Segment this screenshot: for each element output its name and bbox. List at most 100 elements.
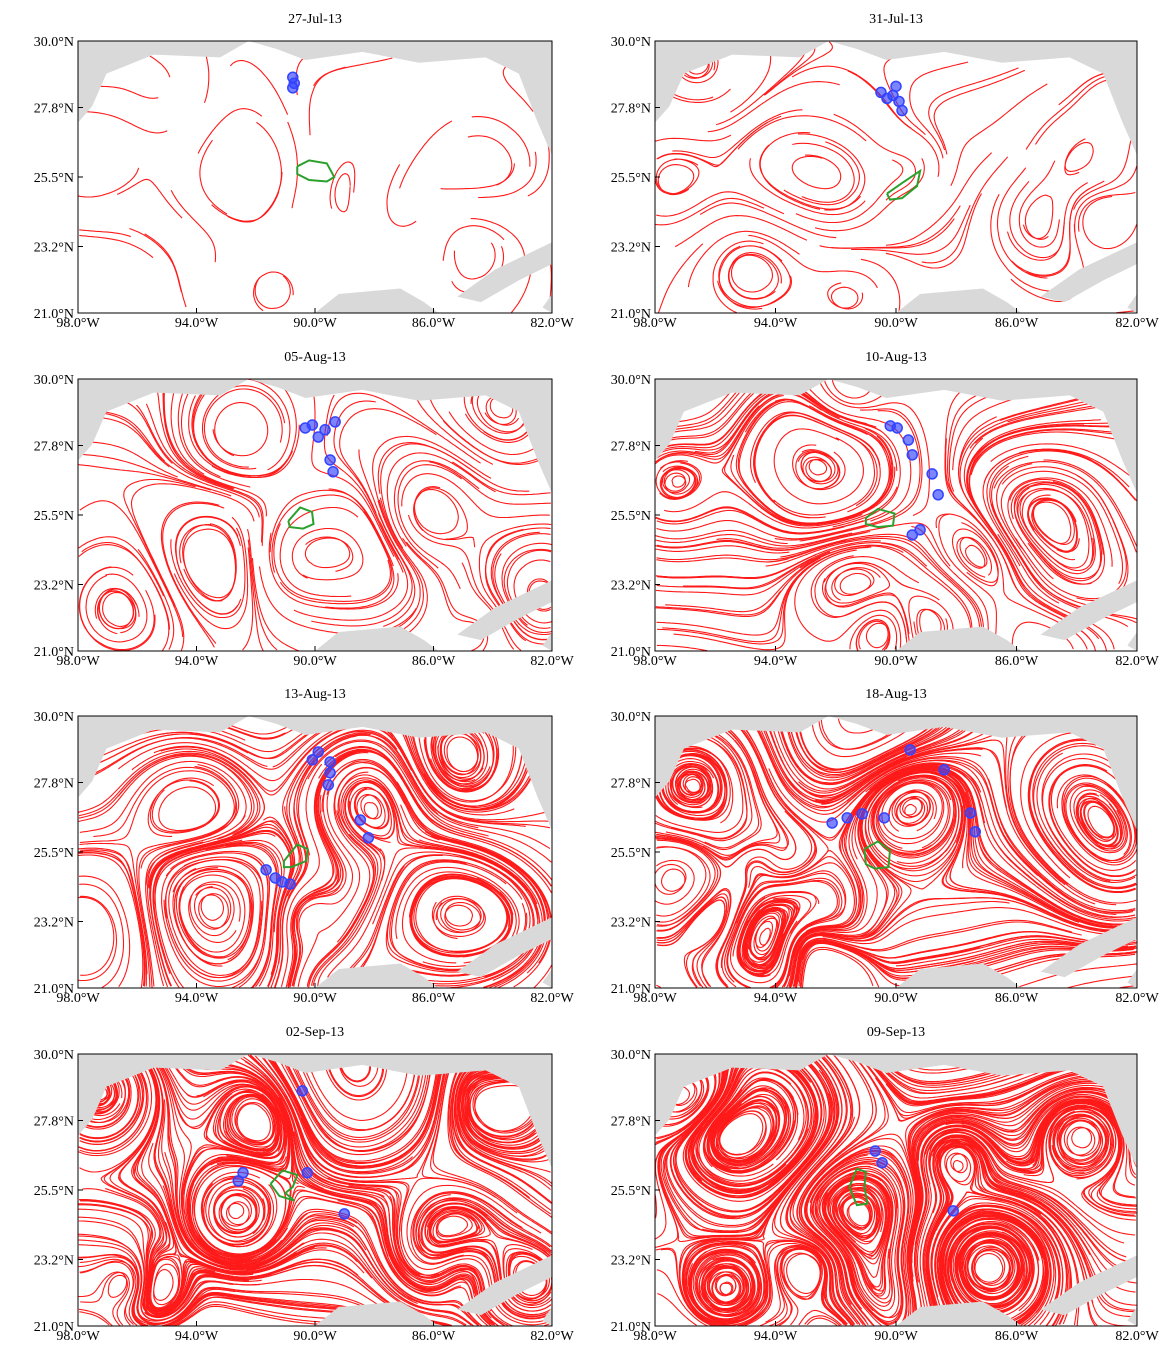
- streamline: [1032, 1102, 1135, 1216]
- land: [1127, 968, 1137, 988]
- streamline: [990, 443, 1137, 482]
- streamline: [737, 891, 820, 978]
- streamline: [399, 120, 453, 189]
- streamline: [819, 218, 955, 249]
- streamline: [79, 1199, 365, 1314]
- land: [542, 631, 552, 651]
- map-area: [78, 716, 552, 988]
- streamline: [750, 716, 982, 812]
- streamline: [814, 158, 925, 232]
- streamline: [397, 464, 462, 590]
- streamline: [82, 1188, 358, 1312]
- streamline: [430, 835, 545, 988]
- streamline: [79, 500, 184, 638]
- streamline: [79, 760, 247, 833]
- streamline: [78, 753, 259, 835]
- streamline: [947, 1221, 1040, 1321]
- streamline: [96, 411, 260, 518]
- streamline: [750, 411, 881, 513]
- streamline: [655, 164, 695, 196]
- streamline: [933, 69, 1026, 155]
- streamline: [80, 1261, 134, 1326]
- y-tick-label: 25.5°N: [34, 509, 74, 524]
- streamline: [271, 494, 389, 573]
- y-tick-label: 27.8°N: [611, 439, 651, 454]
- streamline: [78, 1308, 113, 1326]
- y-tick-label: 21.0°N: [611, 307, 651, 322]
- map-area: [78, 379, 552, 651]
- streamline: [131, 748, 265, 888]
- streamline: [118, 1054, 213, 1314]
- streamline: [285, 748, 360, 988]
- streamline: [656, 893, 729, 988]
- land: [1040, 1255, 1137, 1316]
- drifter: [296, 1085, 309, 1097]
- streamline: [791, 767, 973, 979]
- streamline: [377, 442, 530, 494]
- streamline: [254, 275, 291, 310]
- panel-title: 27-Jul-13: [288, 12, 342, 27]
- panel-title: 18-Aug-13: [865, 687, 926, 702]
- streamline: [655, 389, 840, 459]
- streamline: [453, 242, 496, 280]
- streamline: [949, 1101, 1137, 1199]
- drifter: [841, 812, 853, 824]
- streamline: [78, 1271, 128, 1326]
- land: [457, 580, 552, 641]
- streamline: [133, 1054, 177, 1312]
- drifter: [926, 468, 938, 480]
- streamline: [325, 1054, 385, 1098]
- streamline: [293, 784, 354, 987]
- streamline: [931, 1136, 1136, 1293]
- streamline: [822, 907, 1137, 945]
- drifter: [322, 779, 335, 791]
- streamline: [478, 151, 537, 199]
- streamline: [1076, 792, 1125, 850]
- streamline: [1027, 494, 1078, 561]
- streamline: [224, 1056, 492, 1319]
- streamline: [304, 1055, 449, 1179]
- land: [655, 716, 829, 798]
- streamline: [754, 717, 983, 808]
- streamline: [152, 841, 283, 987]
- streamline: [172, 865, 254, 965]
- streamline: [340, 854, 534, 988]
- land: [828, 716, 1137, 831]
- map-panel: 02-Sep-13 98.0°W 94.0°W 90.0°W 86.0°W 82.0°W 2…: [34, 1025, 575, 1344]
- streamline: [85, 573, 148, 643]
- streamline: [1016, 483, 1096, 575]
- land: [248, 379, 552, 494]
- streamline: [655, 838, 719, 926]
- panel-title: 13-Aug-13: [284, 687, 345, 702]
- streamline: [655, 859, 695, 905]
- streamline: [669, 1054, 833, 1220]
- land: [655, 41, 829, 123]
- drifter: [869, 1145, 881, 1157]
- streamline: [657, 115, 782, 168]
- x-tick-label: 98.0°W: [633, 991, 677, 1006]
- streamline: [774, 398, 890, 526]
- streamline: [854, 766, 1135, 926]
- streamline: [724, 872, 846, 988]
- streamline: [177, 379, 251, 488]
- streamline: [742, 909, 787, 968]
- streamline: [655, 590, 782, 616]
- y-tick-label: 27.8°N: [34, 776, 74, 791]
- streamline: [910, 1089, 1137, 1282]
- streamline: [130, 483, 255, 557]
- streamline: [274, 735, 357, 988]
- drifter: [826, 817, 838, 829]
- y-tick-label: 23.2°N: [34, 916, 74, 931]
- land: [315, 963, 439, 988]
- land: [248, 1054, 552, 1169]
- drifter: [306, 754, 319, 766]
- drifter: [312, 746, 325, 758]
- streamline: [759, 1244, 848, 1326]
- streamline: [801, 948, 874, 988]
- streamline: [211, 191, 280, 222]
- y-tick-label: 23.2°N: [611, 1254, 651, 1269]
- streamline: [154, 1054, 287, 1166]
- streamline: [344, 780, 402, 852]
- streamline: [797, 739, 1062, 883]
- x-tick-label: 82.0°W: [1115, 991, 1159, 1006]
